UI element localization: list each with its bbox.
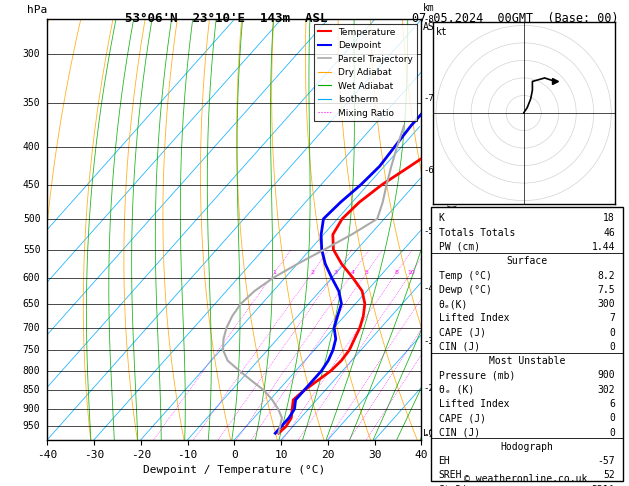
Text: 0: 0	[609, 413, 615, 423]
Text: Lifted Index: Lifted Index	[438, 313, 509, 323]
Text: 800: 800	[23, 366, 40, 376]
Text: Temp (°C): Temp (°C)	[438, 271, 491, 280]
Text: 5: 5	[365, 270, 369, 275]
Text: Hodograph: Hodograph	[500, 442, 554, 452]
Text: ASL: ASL	[423, 21, 441, 32]
Text: CIN (J): CIN (J)	[438, 428, 480, 437]
Text: 750: 750	[23, 345, 40, 355]
Text: 07.05.2024  00GMT  (Base: 00): 07.05.2024 00GMT (Base: 00)	[413, 12, 619, 25]
Text: 10: 10	[408, 270, 415, 275]
Text: 46: 46	[603, 228, 615, 238]
Text: -6: -6	[423, 166, 434, 174]
Text: 500: 500	[23, 214, 40, 224]
Text: CIN (J): CIN (J)	[438, 342, 480, 352]
Text: 950: 950	[23, 421, 40, 432]
Text: -4: -4	[423, 284, 434, 293]
Text: 400: 400	[23, 141, 40, 152]
Text: 302: 302	[598, 385, 615, 395]
Text: CAPE (J): CAPE (J)	[438, 328, 486, 338]
Text: Most Unstable: Most Unstable	[489, 356, 565, 366]
Text: -8: -8	[423, 15, 434, 24]
Text: Totals Totals: Totals Totals	[438, 228, 515, 238]
Text: Dewp (°C): Dewp (°C)	[438, 285, 491, 295]
Text: 900: 900	[23, 404, 40, 414]
Text: K: K	[438, 213, 445, 224]
Text: 8.2: 8.2	[598, 271, 615, 280]
Text: 331°: 331°	[591, 485, 615, 486]
Text: SREH: SREH	[438, 470, 462, 481]
Text: 350: 350	[23, 98, 40, 108]
Text: 700: 700	[23, 323, 40, 333]
Text: -1: -1	[423, 431, 434, 439]
Text: θₑ(K): θₑ(K)	[438, 299, 468, 309]
Text: 1: 1	[273, 270, 277, 275]
Text: 52: 52	[603, 470, 615, 481]
Text: km: km	[423, 3, 435, 13]
Text: 8: 8	[395, 270, 399, 275]
Text: -57: -57	[598, 456, 615, 466]
Text: kt: kt	[436, 27, 448, 37]
Text: LCL: LCL	[423, 429, 440, 438]
Text: 7.5: 7.5	[598, 285, 615, 295]
Text: Surface: Surface	[506, 256, 547, 266]
Text: 7: 7	[609, 313, 615, 323]
Legend: Temperature, Dewpoint, Parcel Trajectory, Dry Adiabat, Wet Adiabat, Isotherm, Mi: Temperature, Dewpoint, Parcel Trajectory…	[314, 24, 417, 122]
Text: 0: 0	[609, 328, 615, 338]
Text: 1.44: 1.44	[591, 242, 615, 252]
Text: Lifted Index: Lifted Index	[438, 399, 509, 409]
Text: -5: -5	[423, 227, 434, 236]
Text: StmDir: StmDir	[438, 485, 474, 486]
Text: 550: 550	[23, 244, 40, 255]
Text: 600: 600	[23, 273, 40, 283]
Text: 53°06'N  23°10'E  143m  ASL: 53°06'N 23°10'E 143m ASL	[125, 12, 328, 25]
Text: © weatheronline.co.uk: © weatheronline.co.uk	[464, 473, 587, 484]
Text: Mixing Ratio (g/kg): Mixing Ratio (g/kg)	[448, 174, 459, 285]
Text: 900: 900	[598, 370, 615, 381]
Text: hPa: hPa	[26, 5, 47, 15]
Text: 3: 3	[334, 270, 338, 275]
Text: CAPE (J): CAPE (J)	[438, 413, 486, 423]
Text: 650: 650	[23, 299, 40, 309]
Text: -3: -3	[423, 337, 434, 346]
Text: 850: 850	[23, 385, 40, 396]
Text: 4: 4	[351, 270, 355, 275]
FancyBboxPatch shape	[431, 207, 623, 481]
Text: 0: 0	[609, 342, 615, 352]
X-axis label: Dewpoint / Temperature (°C): Dewpoint / Temperature (°C)	[143, 465, 325, 475]
Text: EH: EH	[438, 456, 450, 466]
Text: 300: 300	[23, 49, 40, 58]
Text: 450: 450	[23, 180, 40, 190]
Text: PW (cm): PW (cm)	[438, 242, 480, 252]
Text: -2: -2	[423, 384, 434, 393]
Text: 6: 6	[609, 399, 615, 409]
Text: 300: 300	[598, 299, 615, 309]
Text: 2: 2	[311, 270, 314, 275]
Text: 18: 18	[603, 213, 615, 224]
Text: θₑ (K): θₑ (K)	[438, 385, 474, 395]
Text: 0: 0	[609, 428, 615, 437]
Text: -7: -7	[423, 94, 434, 103]
Text: Pressure (mb): Pressure (mb)	[438, 370, 515, 381]
